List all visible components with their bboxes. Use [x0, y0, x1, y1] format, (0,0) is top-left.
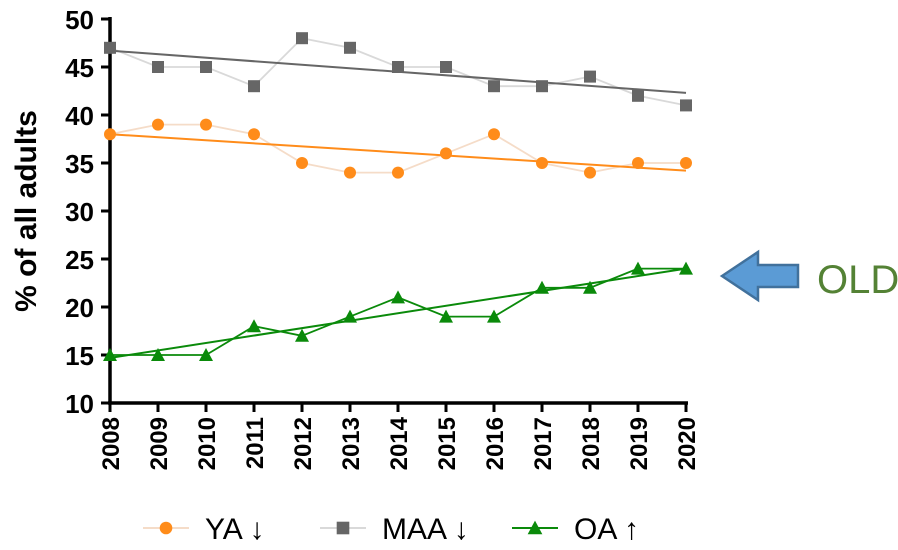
- legend-marker-maa: [336, 521, 350, 535]
- x-tick-label: 2008: [98, 417, 125, 470]
- data-point-ya: [152, 118, 164, 131]
- y-tick-label: 15: [65, 341, 94, 371]
- data-point-oa: [583, 280, 597, 294]
- chart-lines: [109, 37, 687, 359]
- data-point-maa: [680, 99, 692, 112]
- y-tick-label: 35: [65, 149, 94, 179]
- y-tick-label: 30: [65, 197, 94, 227]
- x-tick-label: 2019: [626, 417, 653, 470]
- data-point-oa: [487, 309, 501, 323]
- data-point-maa: [200, 61, 212, 73]
- data-point-oa: [151, 348, 165, 361]
- x-tick-label: 2010: [194, 417, 221, 470]
- data-point-oa: [247, 319, 261, 333]
- legend-label-maa: MAA ↓: [382, 513, 469, 546]
- data-point-oa: [199, 348, 213, 361]
- trend-line-ya: [109, 133, 687, 172]
- data-point-oa: [679, 261, 693, 275]
- x-tick-label: 2018: [578, 417, 605, 470]
- data-point-ya: [680, 157, 692, 169]
- data-point-maa: [440, 61, 452, 73]
- data-point-maa: [296, 32, 308, 45]
- y-tick-label: 40: [65, 101, 94, 131]
- data-point-ya: [296, 157, 308, 169]
- data-point-ya: [104, 128, 116, 141]
- x-tick-label: 2014: [386, 416, 413, 470]
- old-annotation: OLD: [719, 249, 898, 303]
- data-point-oa: [103, 348, 117, 361]
- chart-legend: YA ↓ MAA ↓ OA ↑: [143, 513, 639, 546]
- data-point-ya: [632, 157, 644, 169]
- data-point-ya: [392, 166, 404, 179]
- y-axis-label: % of all adults: [10, 110, 43, 312]
- data-point-oa: [343, 309, 357, 323]
- legend-marker-ya: [159, 521, 173, 535]
- data-point-oa: [631, 261, 645, 275]
- data-point-maa: [392, 61, 404, 73]
- y-tick-label: 25: [65, 245, 94, 275]
- data-point-oa: [391, 290, 405, 304]
- legend-marker-oa: [527, 520, 543, 535]
- legend-label-ya: YA ↓: [205, 513, 264, 546]
- trend-line-oa: [109, 267, 687, 359]
- data-point-maa: [536, 80, 548, 93]
- x-tick-label: 2016: [482, 417, 509, 470]
- data-point-ya: [248, 128, 260, 141]
- data-point-maa: [584, 70, 596, 83]
- x-tick-label: 2011: [242, 417, 269, 469]
- legend-label-oa: OA ↑: [574, 513, 639, 546]
- x-tick-label: 2020: [674, 417, 701, 470]
- data-point-ya: [440, 147, 452, 160]
- chart-marks: [103, 32, 693, 361]
- y-tick-label: 50: [65, 5, 94, 35]
- data-point-maa: [344, 41, 356, 54]
- data-point-ya: [536, 157, 548, 169]
- data-point-maa: [152, 61, 164, 73]
- y-tick-label: 20: [65, 293, 94, 323]
- arrow-left-icon: [719, 249, 800, 303]
- x-tick-label: 2009: [146, 417, 173, 470]
- x-tick-label: 2017: [530, 417, 557, 470]
- data-point-oa: [535, 280, 549, 294]
- data-point-oa: [439, 309, 453, 323]
- y-tick-label: 10: [65, 389, 94, 419]
- x-tick-label: 2012: [290, 417, 317, 470]
- x-tick-label: 2015: [434, 417, 461, 470]
- y-tick-label: 45: [65, 53, 94, 83]
- data-point-maa: [632, 89, 644, 102]
- data-point-ya: [200, 118, 212, 131]
- data-point-ya: [584, 166, 596, 179]
- data-point-ya: [344, 166, 356, 179]
- chart-axes: 10 15 20 25 30 35 40 45 50 2008 2009 2010 2011 2012 20…: [10, 5, 701, 470]
- annotation-label: OLD: [817, 258, 898, 302]
- x-tick-label: 2013: [338, 417, 365, 470]
- data-point-maa: [248, 80, 260, 93]
- data-point-ya: [488, 128, 500, 141]
- data-point-oa: [295, 328, 309, 342]
- data-point-maa: [104, 41, 116, 54]
- data-point-maa: [488, 80, 500, 93]
